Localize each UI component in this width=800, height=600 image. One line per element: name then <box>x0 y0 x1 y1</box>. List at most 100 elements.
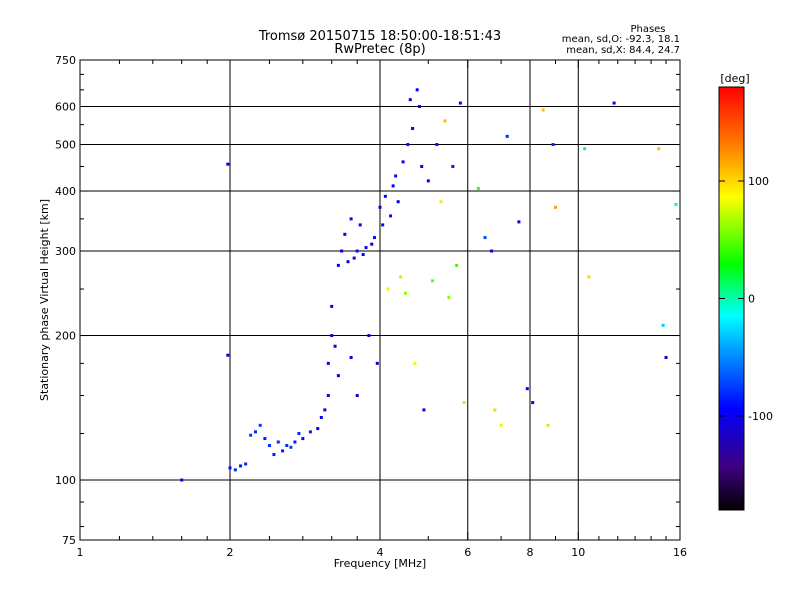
data-point <box>272 453 276 457</box>
data-point <box>381 223 385 227</box>
chart-subtitle: RwPretec (8p) <box>334 42 425 57</box>
data-point <box>525 387 529 391</box>
x-tick-label: 16 <box>673 546 687 559</box>
data-point <box>386 287 390 291</box>
data-point <box>661 323 665 327</box>
data-point <box>583 147 587 151</box>
data-point <box>316 427 320 431</box>
data-point <box>447 296 451 300</box>
data-point <box>408 98 412 102</box>
data-point <box>281 449 285 453</box>
data-point <box>355 394 359 398</box>
data-point <box>420 164 424 168</box>
data-point <box>439 200 443 204</box>
y-tick-label: 200 <box>55 330 76 343</box>
data-point <box>612 101 616 105</box>
data-point <box>249 433 253 437</box>
data-point <box>505 134 509 138</box>
data-point <box>289 445 293 449</box>
data-point <box>370 242 374 246</box>
data-point <box>340 249 344 253</box>
data-point <box>349 355 353 359</box>
data-point <box>476 186 480 190</box>
data-point <box>239 464 243 468</box>
colorbar-tick-label: 100 <box>748 175 769 188</box>
data-point <box>417 105 421 109</box>
data-point <box>553 205 557 209</box>
x-tick-label: 4 <box>377 546 384 559</box>
data-point <box>674 202 678 206</box>
data-point <box>226 162 230 166</box>
colorbar-ticks: -100 0 100 <box>719 175 773 423</box>
data-point <box>323 408 327 412</box>
data-point <box>364 246 368 250</box>
x-tick-label: 8 <box>527 546 534 559</box>
data-point <box>378 205 382 209</box>
data-point <box>293 440 297 444</box>
plot-frame <box>79 59 681 541</box>
y-tick-labels: 75 100 200 300 400 500 600 750 <box>55 54 76 547</box>
data-point <box>546 423 550 427</box>
data-point <box>587 275 591 279</box>
data-point <box>336 263 340 267</box>
data-point <box>180 478 184 482</box>
stats-heading: Phases <box>630 24 665 35</box>
y-axis-label: Stationary phase Virtual Height [km] <box>38 199 51 401</box>
stats-x-mode: mean, sd,X: 84.4, 24.7 <box>566 45 680 56</box>
data-point <box>263 437 267 441</box>
data-point <box>301 437 305 441</box>
data-point <box>394 174 398 178</box>
data-point <box>358 223 362 227</box>
y-tick-label: 100 <box>55 474 76 487</box>
data-point <box>490 249 494 253</box>
stats-o-mode: mean, sd,O: -92.3, 18.1 <box>562 34 680 45</box>
data-point <box>664 355 668 359</box>
data-point <box>383 194 387 198</box>
data-point <box>352 256 356 260</box>
data-point <box>297 432 301 436</box>
data-point <box>458 101 462 105</box>
colorbar-tick-label: 0 <box>748 293 755 306</box>
data-point <box>375 361 379 365</box>
data-point <box>415 88 419 92</box>
y-tick-label: 75 <box>62 534 76 547</box>
data-point <box>367 334 371 338</box>
data-point <box>346 260 350 264</box>
data-point <box>276 440 280 444</box>
y-tick-label: 750 <box>55 54 76 67</box>
data-point <box>285 444 289 448</box>
y-tick-label: 300 <box>55 245 76 258</box>
data-point <box>411 126 415 130</box>
data-points <box>180 88 678 482</box>
data-point <box>391 184 395 188</box>
x-tick-label: 6 <box>464 546 471 559</box>
data-point <box>499 423 503 427</box>
data-point <box>399 275 403 279</box>
data-point <box>431 279 435 283</box>
data-point <box>319 415 323 419</box>
grid <box>80 60 680 540</box>
data-point <box>422 408 426 412</box>
data-point <box>308 430 312 434</box>
data-point <box>343 232 347 236</box>
data-point <box>493 408 497 412</box>
data-point <box>455 263 459 267</box>
data-point <box>349 217 353 221</box>
data-point <box>657 147 661 151</box>
data-point <box>226 353 230 357</box>
data-point <box>330 304 334 308</box>
data-point <box>389 214 393 218</box>
data-point <box>531 401 535 405</box>
y-tick-label: 400 <box>55 185 76 198</box>
data-point <box>330 334 334 338</box>
data-point <box>413 361 417 365</box>
data-point <box>541 108 545 112</box>
data-point <box>258 423 262 427</box>
data-point <box>483 236 487 240</box>
data-point <box>451 164 455 168</box>
x-axis-label: Frequency [MHz] <box>334 557 426 570</box>
data-point <box>326 361 330 365</box>
data-point <box>373 236 377 240</box>
data-point <box>355 249 359 253</box>
